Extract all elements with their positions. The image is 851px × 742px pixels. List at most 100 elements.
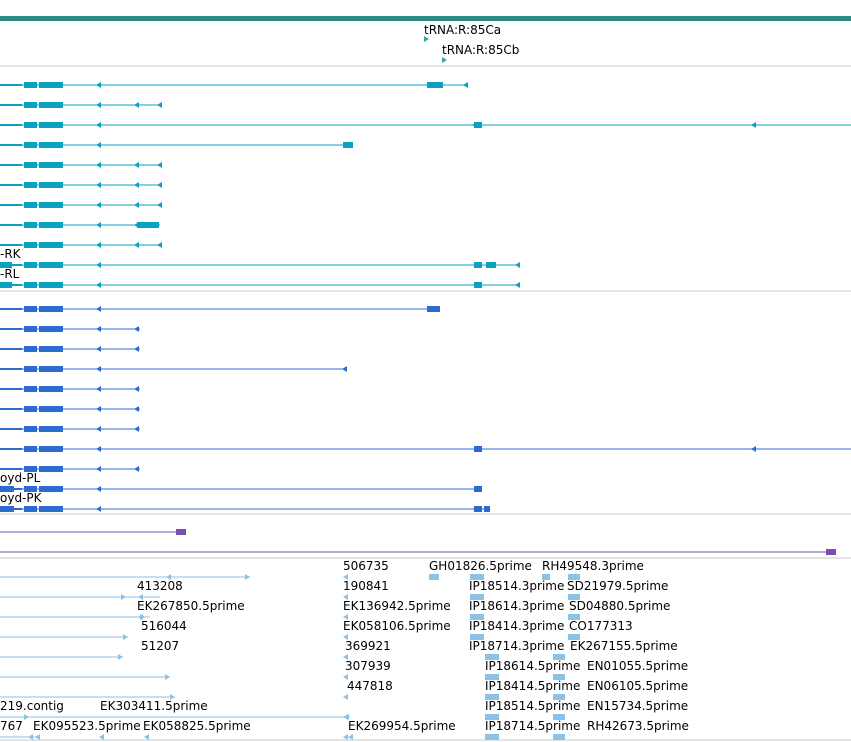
exon-block xyxy=(0,506,14,512)
est-block xyxy=(485,654,499,660)
feature-block xyxy=(826,549,836,555)
exon-block xyxy=(24,142,37,148)
est-label[interactable]: SD21979.5prime xyxy=(567,579,669,593)
est-label[interactable]: IP18714.3prime xyxy=(469,639,565,653)
est-label[interactable]: IP18414.3prime xyxy=(469,619,565,633)
strand-arrow-left xyxy=(96,282,101,288)
strand-arrow-left xyxy=(134,426,139,432)
est-block xyxy=(470,574,484,580)
strand-arrow-right xyxy=(245,574,250,580)
exon-block xyxy=(24,222,37,228)
strand-arrow-left xyxy=(96,142,101,148)
strand-arrow-left xyxy=(134,386,139,392)
exon-block xyxy=(427,306,440,312)
strand-arrow-left xyxy=(96,222,101,228)
exon-block xyxy=(39,202,63,208)
transcript-label[interactable]: -RL xyxy=(0,267,20,281)
exon-block xyxy=(0,282,12,288)
est-label[interactable]: SD04880.5prime xyxy=(569,599,671,613)
exon-block xyxy=(474,506,482,512)
utr-block xyxy=(0,244,22,246)
est-label[interactable]: 506735 xyxy=(343,559,389,573)
est-label[interactable]: IP18614.3prime xyxy=(469,599,565,613)
utr-block xyxy=(0,124,22,126)
est-label[interactable]: IP18614.5prime xyxy=(485,659,581,673)
exon-block xyxy=(427,82,443,88)
est-label[interactable]: EK267850.5prime xyxy=(137,599,245,613)
est-label[interactable]: IP18514.3prime xyxy=(469,579,565,593)
est-label[interactable]: RH42673.5prime xyxy=(587,719,689,733)
strand-arrow-left xyxy=(144,734,149,740)
protein-label[interactable]: oyd-PL xyxy=(0,471,41,485)
est-label[interactable]: IP18714.5prime xyxy=(485,719,581,733)
strand-arrow-left xyxy=(343,694,348,700)
utr-block xyxy=(0,104,22,106)
strand-arrow-left xyxy=(96,366,101,372)
strand-arrow-left xyxy=(751,122,756,128)
exon-block xyxy=(24,202,37,208)
est-label[interactable]: EK269954.5prime xyxy=(348,719,456,733)
est-label[interactable]: EN01055.5prime xyxy=(587,659,689,673)
strand-arrow-left xyxy=(343,634,348,640)
feature-block xyxy=(176,529,186,535)
utr-block xyxy=(0,204,22,206)
est-block xyxy=(485,694,499,700)
est-label[interactable]: 767 xyxy=(0,719,23,733)
exon-block xyxy=(24,426,37,432)
est-label[interactable]: 190841 xyxy=(343,579,389,593)
est-label[interactable]: EK136942.5prime xyxy=(343,599,451,613)
est-label[interactable]: RH49548.3prime xyxy=(542,559,644,573)
exon-block xyxy=(39,386,63,392)
est-label[interactable]: EN06105.5prime xyxy=(587,679,689,693)
strand-arrow-left xyxy=(35,734,40,740)
trna-label[interactable]: tRNA:R:85Ca xyxy=(424,23,502,37)
est-label[interactable]: EN15734.5prime xyxy=(587,699,689,713)
strand-arrow-left xyxy=(157,162,162,168)
transcript-label[interactable]: -RK xyxy=(0,247,21,261)
utr-block xyxy=(0,144,22,146)
utr-block xyxy=(0,428,22,430)
strand-arrow-left xyxy=(751,446,756,452)
est-label[interactable]: GH01826.5prime xyxy=(429,559,532,573)
est-label[interactable]: 51207 xyxy=(141,639,180,653)
est-block xyxy=(553,714,565,720)
est-label[interactable]: 447818 xyxy=(347,679,393,693)
strand-arrow-left xyxy=(343,594,348,600)
exon-block xyxy=(24,182,37,188)
est-label[interactable]: EK058825.5prime xyxy=(143,719,251,733)
est-block xyxy=(553,654,565,660)
est-label[interactable]: 307939 xyxy=(345,659,391,673)
exon-block xyxy=(39,162,63,168)
est-label[interactable]: CO177313 xyxy=(569,619,633,633)
exon-block xyxy=(474,486,482,492)
est-label[interactable]: EK303411.5prime xyxy=(100,699,208,713)
est-label[interactable]: IP18514.5prime xyxy=(485,699,581,713)
est-label[interactable]: 516044 xyxy=(141,619,187,633)
strand-arrow-left xyxy=(99,734,104,740)
est-label[interactable]: 369921 xyxy=(345,639,391,653)
strand-arrow-left xyxy=(343,654,348,660)
strand-arrow-right xyxy=(170,694,175,700)
strand-arrow-left xyxy=(134,242,139,248)
strand-arrow-left xyxy=(134,182,139,188)
strand-arrow-left xyxy=(96,406,101,412)
exon-block xyxy=(39,182,63,188)
strand-arrow-left xyxy=(96,102,101,108)
exon-block xyxy=(24,506,37,512)
strand-arrow-right xyxy=(140,614,145,620)
exon-block xyxy=(24,406,37,412)
est-block xyxy=(429,574,439,580)
exon-block xyxy=(474,446,482,452)
est-label[interactable]: EK267155.5prime xyxy=(570,639,678,653)
est-block xyxy=(553,674,565,680)
trna-label[interactable]: tRNA:R:85Cb xyxy=(442,43,520,57)
protein-label[interactable]: oyd-PK xyxy=(0,491,42,505)
est-label[interactable]: IP18414.5prime xyxy=(485,679,581,693)
strand-arrow-left xyxy=(96,306,101,312)
exon-block xyxy=(137,222,159,228)
est-label[interactable]: EK058106.5prime xyxy=(343,619,451,633)
est-label[interactable]: 219.contig xyxy=(0,699,64,713)
est-block xyxy=(568,574,580,580)
est-label[interactable]: EK095523.5prime xyxy=(33,719,141,733)
est-label[interactable]: 413208 xyxy=(137,579,183,593)
